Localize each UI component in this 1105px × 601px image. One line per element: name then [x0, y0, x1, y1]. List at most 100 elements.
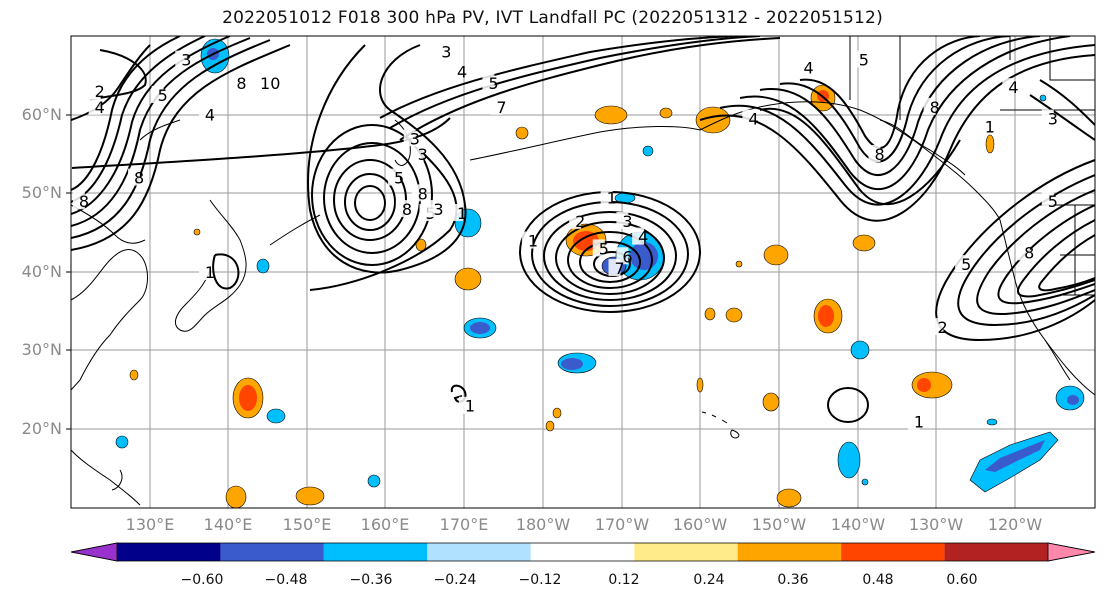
contour-label-bg — [616, 211, 629, 229]
figure-title: 2022051012 F018 300 hPa PV, IVT Landfall… — [222, 8, 883, 28]
lon-tick-label: 180°W — [515, 515, 571, 534]
colorbar-label: −0.60 — [180, 572, 224, 588]
contour-label-bg — [868, 145, 881, 162]
contour-label: 4 — [638, 228, 648, 247]
contour-label-bg — [521, 231, 534, 249]
contour-label: 8 — [418, 184, 428, 203]
colorbar-segment — [220, 543, 324, 561]
lon-tick-label: 160°E — [360, 515, 410, 534]
contour-label: 2 — [575, 212, 585, 231]
coastlines — [71, 36, 1095, 506]
contour-label-bg — [427, 200, 440, 218]
contour-label-bg — [458, 396, 471, 414]
contour-label: 8 — [930, 98, 940, 117]
contour-label-bg — [797, 58, 810, 76]
contour-label: 8 — [1024, 243, 1034, 262]
lon-tick-label: 160°W — [672, 515, 728, 534]
contour-label-bg — [955, 255, 968, 273]
contour-label: 1 — [607, 188, 617, 207]
contour-label: 1 — [205, 263, 215, 282]
contour-label-bg — [852, 50, 865, 68]
colorbar-segment — [944, 543, 1048, 561]
colorbar-extend-min — [70, 542, 118, 562]
contour-label: 5 — [961, 255, 971, 274]
contour-label-bg — [742, 109, 755, 127]
lon-tick-label: 140°W — [830, 515, 886, 534]
contour-label-bg — [175, 50, 188, 68]
contour-label-bg — [230, 74, 243, 92]
contour-label: 3 — [441, 43, 451, 62]
colorbar-label: 0.12 — [608, 572, 640, 588]
contour-label: 1 — [914, 412, 924, 431]
lon-tick-label: 150°W — [751, 515, 807, 534]
contour-label: 4 — [748, 110, 758, 129]
contour-label-bg — [978, 117, 991, 135]
contour-label-bg — [907, 412, 920, 430]
lat-tick-label: 40°N — [21, 262, 62, 281]
colorbar-segment — [530, 543, 635, 561]
lat-tick-label: 50°N — [21, 183, 62, 202]
contour-label: 1 — [985, 117, 995, 136]
contour-label-bg — [632, 227, 645, 245]
contour-label-bg — [1041, 109, 1054, 127]
contour-label: 4 — [804, 58, 814, 77]
contour-label: 4 — [95, 98, 105, 117]
lat-tick-label: 20°N — [21, 419, 62, 438]
contour-label: 5 — [158, 86, 168, 105]
contour-label: 5 — [394, 169, 404, 188]
colorbar-label: −0.12 — [518, 572, 562, 588]
contour-label: 5 — [1048, 192, 1058, 211]
contour-label: 7 — [496, 98, 506, 117]
contour-label-bg — [254, 74, 275, 92]
contour-label-bg — [450, 62, 463, 80]
contour-label-bg — [411, 184, 424, 202]
colorbar-segment — [427, 543, 531, 561]
contour-label: 3 — [622, 212, 632, 231]
contour-label: 1 — [465, 397, 475, 416]
contour-label: 4 — [205, 106, 215, 125]
lat-tick-label: 60°N — [21, 105, 62, 124]
contour-label-bg — [931, 318, 944, 336]
contour-label: 3 — [181, 51, 191, 70]
contour-label-bg — [608, 259, 621, 277]
contour-label: 3 — [410, 129, 420, 148]
contour-label: 1 — [457, 204, 467, 223]
colorbar-segment — [841, 543, 945, 561]
lon-tick-label: 120°W — [987, 515, 1043, 534]
lon-tick-label: 130°E — [125, 515, 175, 534]
lat-tick-label: 30°N — [21, 340, 62, 359]
contour-label-bg — [490, 97, 503, 115]
colorbar-label: 0.36 — [777, 572, 809, 588]
contour-label-bg — [435, 42, 448, 60]
contour-label-bg — [387, 168, 400, 186]
contour-label: 8 — [134, 169, 144, 188]
colorbar-label: −0.24 — [433, 572, 477, 588]
contour-label-bg — [482, 74, 495, 92]
lon-tick-label: 150°E — [282, 515, 332, 534]
contour-label-bg — [1018, 243, 1031, 261]
colorbar-label: −0.48 — [264, 572, 308, 588]
contour-label-bg — [403, 129, 416, 147]
axis-ticks — [66, 114, 71, 430]
contour-label: 8 — [79, 192, 89, 211]
positive-ivt-anomalies — [129, 84, 995, 508]
colorbar-outline — [70, 542, 1096, 562]
contour-label-bg — [88, 97, 101, 115]
contour-label-bg — [88, 82, 101, 100]
contour-label-bg — [72, 192, 85, 210]
colorbar-segment — [634, 543, 738, 561]
lon-tick-label: 170°W — [594, 515, 650, 534]
contour-label-bg — [395, 200, 408, 218]
contour-label: 5 — [599, 239, 609, 258]
colorbar-label: 0.24 — [693, 572, 725, 588]
contour-label: 1 — [528, 232, 538, 251]
lon-tick-label: 170°E — [439, 515, 489, 534]
colorbar-label: 0.48 — [862, 572, 894, 588]
contour-label-bg — [923, 97, 936, 115]
colorbar-segment — [323, 543, 428, 561]
pv-contours — [71, 36, 1095, 423]
contour-label-bg — [198, 263, 211, 280]
lon-tick-label: 140°E — [203, 515, 253, 534]
contour-label: 8 — [402, 200, 412, 219]
